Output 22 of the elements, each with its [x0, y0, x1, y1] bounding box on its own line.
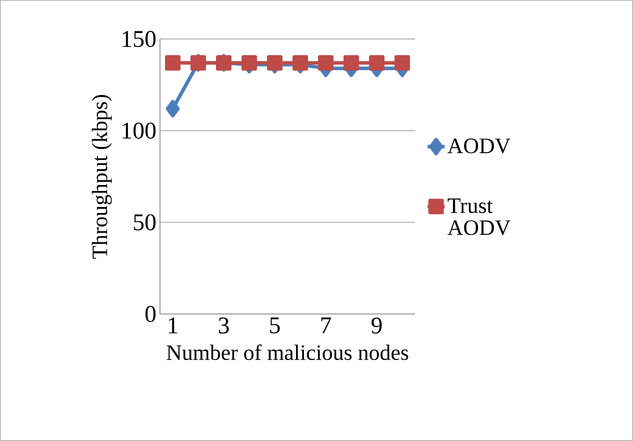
legend-label: AODV	[448, 138, 510, 154]
legend-label: Trust AODV	[448, 198, 510, 236]
x-tick-label: 3	[218, 318, 229, 334]
point	[318, 55, 334, 71]
point	[242, 55, 258, 71]
point	[369, 55, 385, 71]
y-tick-label: 150	[122, 30, 156, 48]
x-tick-label: 7	[321, 318, 332, 334]
point	[344, 55, 360, 71]
point	[267, 55, 283, 71]
point	[165, 55, 181, 71]
x-tick-label: 1	[168, 318, 178, 334]
y-tick-label: 100	[122, 122, 156, 139]
point	[394, 55, 410, 71]
y-axis-title: Throughput (kbps)	[92, 94, 112, 259]
x-axis-title: Number of malicious nodes	[166, 344, 408, 360]
y-tick-label: 0	[145, 306, 156, 322]
point	[166, 100, 180, 118]
y-tick-label: 50	[134, 214, 156, 230]
x-tick-label: 9	[372, 318, 382, 334]
point	[292, 55, 308, 71]
x-tick-label: 5	[270, 318, 280, 334]
